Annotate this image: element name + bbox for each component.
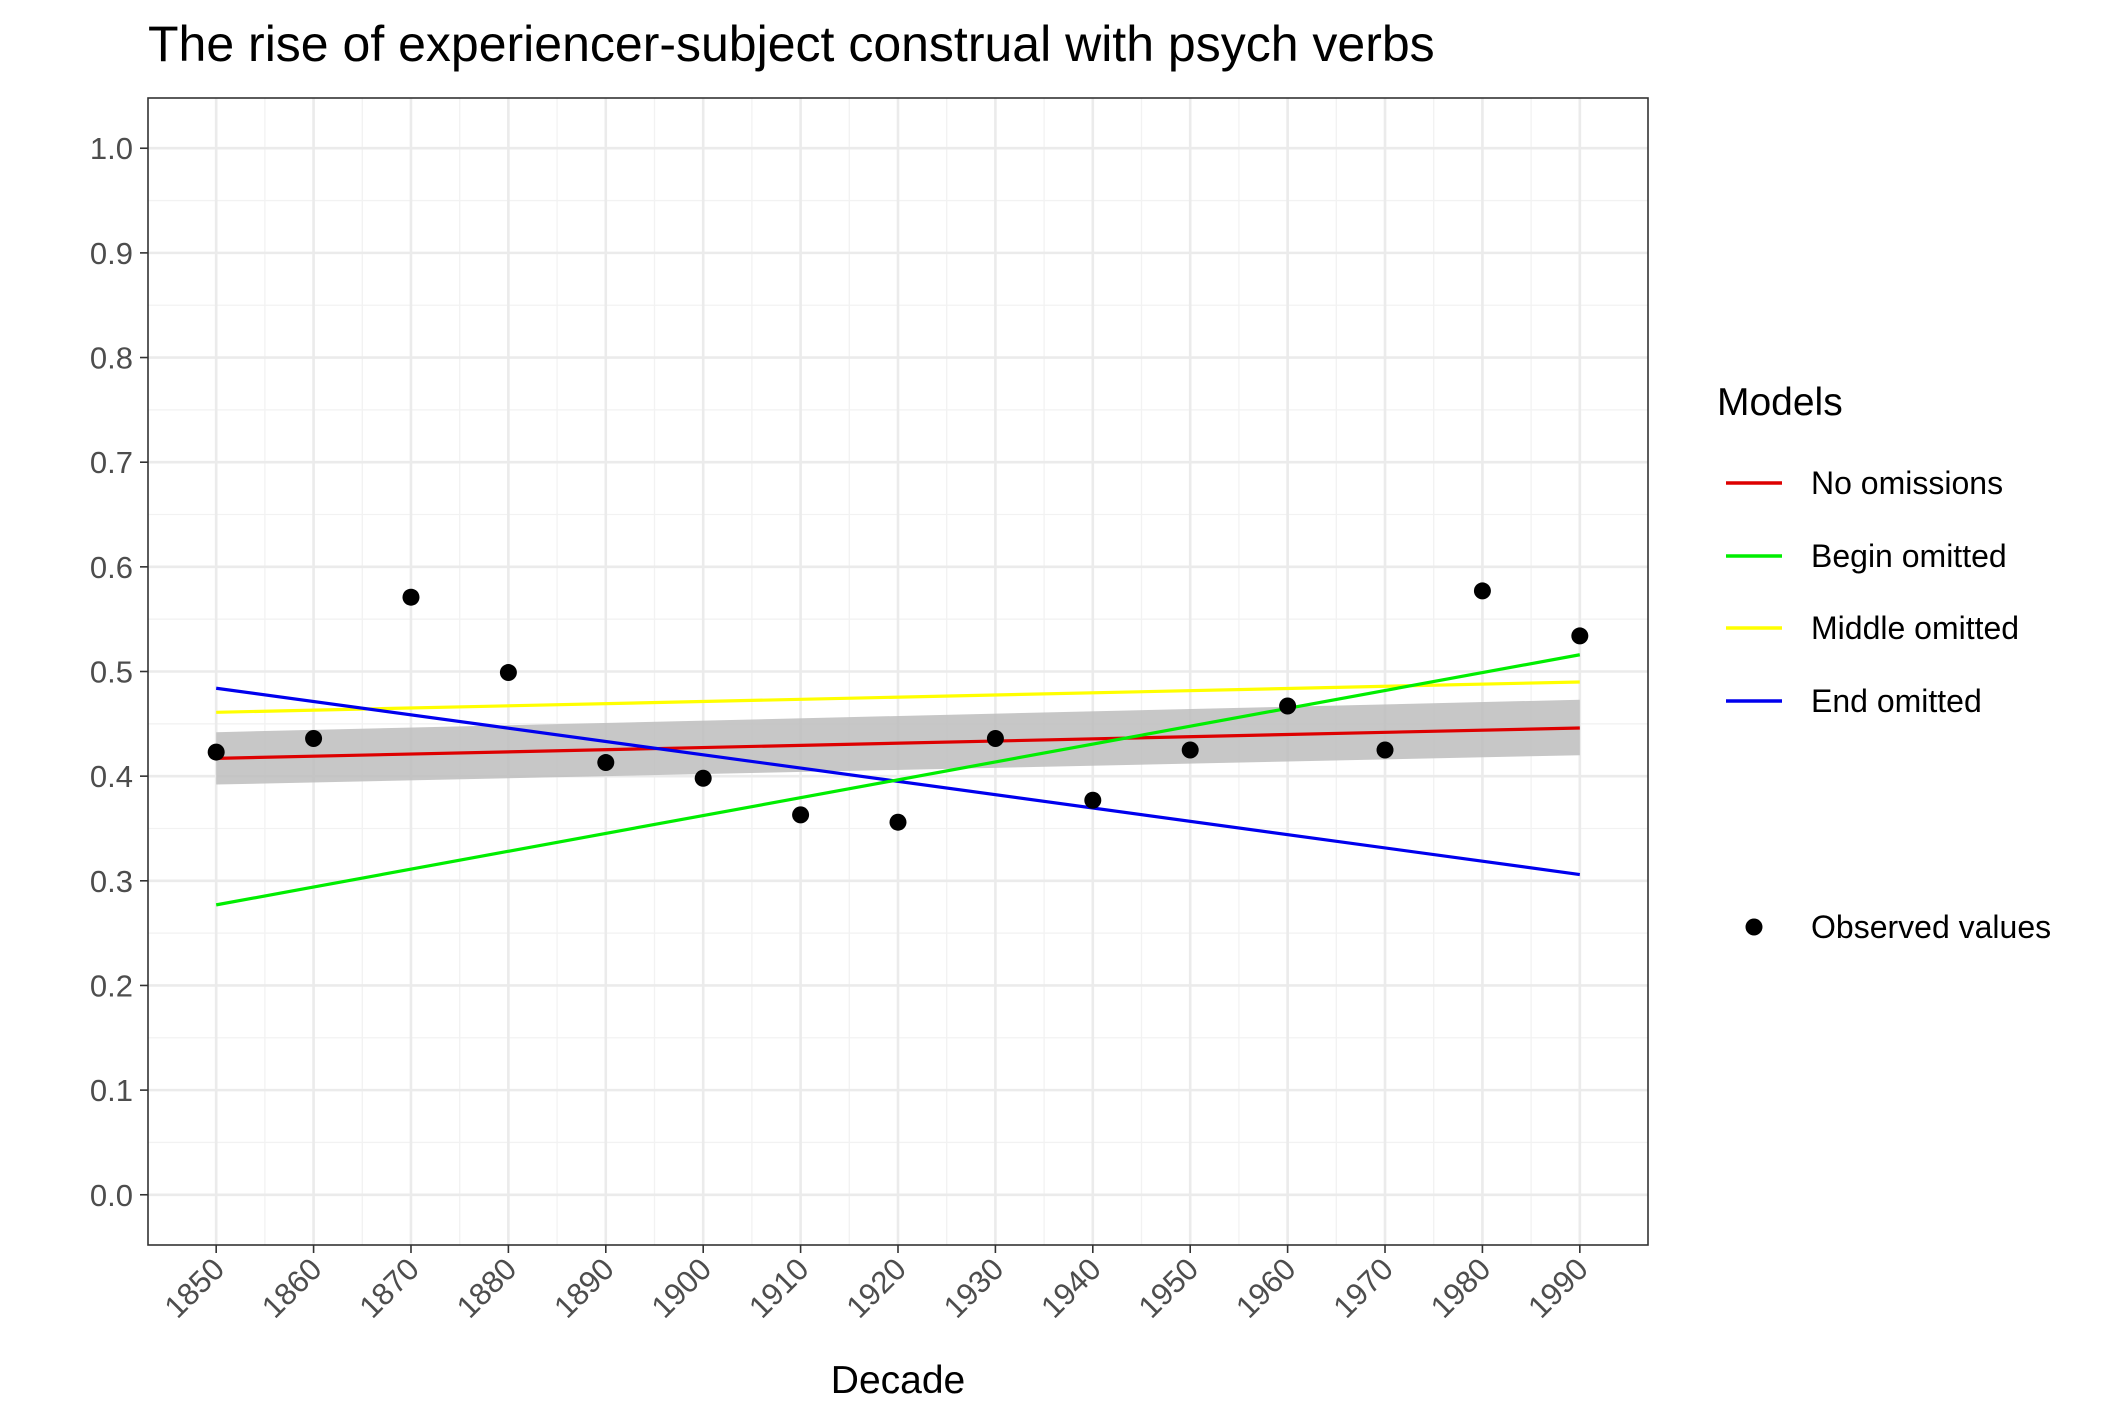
legend-label-no-omissions: No omissions	[1811, 465, 2003, 501]
legend-label-begin-omitted: Begin omitted	[1811, 538, 2007, 574]
legend-key-observed-values	[1745, 918, 1763, 936]
observed-point	[207, 743, 225, 761]
observed-point	[694, 769, 712, 787]
observed-point	[1376, 741, 1394, 759]
observed-point	[1279, 697, 1297, 715]
y-tick-label: 0.7	[90, 445, 133, 480]
observed-point	[792, 806, 810, 824]
observed-point	[402, 588, 420, 606]
x-axis-title: Decade	[831, 1359, 965, 1402]
y-tick-label: 0.9	[90, 236, 133, 271]
y-tick-label: 0.6	[90, 550, 133, 585]
observed-point	[305, 729, 323, 747]
legend-label-observed-values: Observed values	[1811, 909, 2051, 945]
legend-label-middle-omitted: Middle omitted	[1811, 610, 2019, 646]
observed-point	[1473, 582, 1491, 600]
y-tick-label: 0.2	[90, 968, 133, 1003]
y-tick-label: 0.8	[90, 341, 133, 376]
series-line-no-omissions	[216, 726, 1580, 760]
observed-point	[1181, 741, 1199, 759]
y-tick-label: 0.4	[90, 759, 133, 794]
series-line-begin-omitted	[215, 653, 1581, 907]
legend-label-end-omitted: End omitted	[1811, 683, 1982, 719]
observed-point	[986, 729, 1004, 747]
chart-title: The rise of experiencer-subject construa…	[148, 16, 1435, 72]
y-tick-label: 0.0	[90, 1178, 133, 1213]
legend: Models No omissions Begin omitted Middle o…	[1717, 381, 2051, 945]
legend-title: Models	[1717, 381, 1843, 424]
y-tick-label: 0.5	[90, 655, 133, 690]
y-tick-label: 0.3	[90, 864, 133, 899]
observed-point	[1084, 791, 1102, 809]
series-line-middle-omitted	[216, 680, 1580, 714]
y-axis: 0.0 0.1 0.2 0.3 0.4 0.5 0.6 0.7 0.8 0.9 1.0	[90, 131, 148, 1213]
grid-major	[148, 98, 1648, 1245]
observed-point	[597, 754, 615, 772]
observed-points-layer	[207, 582, 1589, 831]
y-tick-label: 0.1	[90, 1073, 133, 1108]
observed-point	[1571, 627, 1589, 645]
y-tick-label: 1.0	[90, 131, 133, 166]
model-lines-layer	[215, 653, 1581, 907]
observed-point	[889, 813, 907, 831]
observed-point	[499, 664, 517, 682]
